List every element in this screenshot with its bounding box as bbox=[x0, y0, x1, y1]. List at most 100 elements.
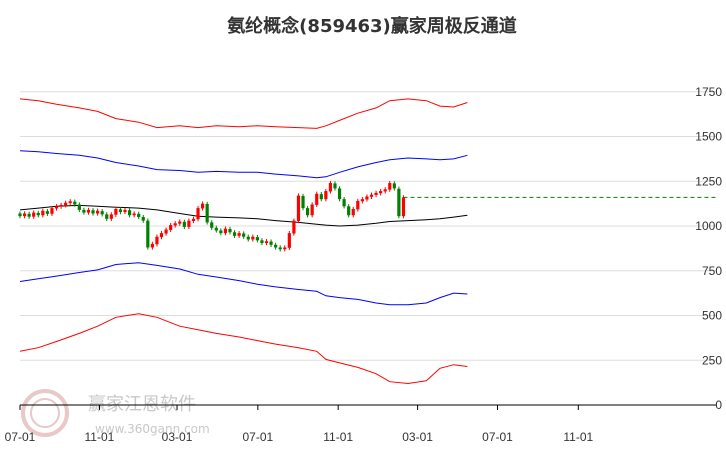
candle-body bbox=[141, 217, 145, 221]
candle-body bbox=[301, 195, 305, 209]
candle-body bbox=[237, 233, 241, 236]
x-tick-label: 03-01 bbox=[162, 430, 193, 444]
series-line-lower_inner bbox=[19, 262, 468, 306]
candle-body bbox=[68, 201, 72, 204]
candle-body bbox=[342, 199, 346, 207]
candle-body bbox=[32, 212, 36, 217]
candle-body bbox=[118, 209, 123, 213]
candle-body bbox=[219, 230, 223, 234]
candle-body bbox=[18, 213, 22, 217]
x-tick-label: 07-01 bbox=[242, 430, 273, 444]
candle-body bbox=[292, 220, 296, 234]
candle-body bbox=[159, 233, 164, 238]
candle-body bbox=[196, 208, 200, 220]
candle-body bbox=[319, 194, 323, 200]
x-tick-label: 11-01 bbox=[85, 430, 115, 444]
candle-body bbox=[100, 211, 104, 215]
candle-body bbox=[127, 210, 132, 216]
candle-body bbox=[328, 183, 333, 192]
candle-body bbox=[356, 200, 360, 210]
candle-body bbox=[137, 213, 141, 218]
candle-body bbox=[150, 243, 154, 248]
watermark-url: www.360gann.com bbox=[95, 422, 210, 436]
y-tick-label: 500 bbox=[702, 309, 722, 323]
candle-body bbox=[91, 210, 95, 214]
y-tick-label: 1250 bbox=[695, 174, 722, 188]
candle-body bbox=[77, 204, 81, 210]
candle-body bbox=[146, 220, 150, 248]
candle-body bbox=[22, 213, 27, 217]
candle-body bbox=[337, 188, 342, 200]
watermark-logo-inner bbox=[30, 398, 60, 428]
candle-body bbox=[379, 191, 383, 194]
series-line-upper_outer bbox=[19, 98, 468, 129]
candle-body bbox=[228, 229, 232, 233]
candle-body bbox=[201, 203, 205, 209]
candle-body bbox=[223, 228, 228, 234]
x-tick-label: 03-01 bbox=[402, 430, 433, 444]
y-tick-label: 1500 bbox=[695, 130, 722, 144]
candle-body bbox=[392, 183, 396, 189]
candle-body bbox=[383, 189, 387, 192]
series-line-middle bbox=[19, 204, 468, 227]
y-tick-label: 1000 bbox=[695, 219, 722, 233]
candle-body bbox=[214, 227, 218, 231]
candle-body bbox=[401, 197, 406, 217]
candle-body bbox=[178, 221, 182, 224]
candle-body bbox=[333, 183, 337, 189]
candle-body bbox=[296, 195, 301, 221]
candle-body bbox=[397, 188, 401, 217]
candle-body bbox=[96, 210, 100, 214]
candle-body bbox=[347, 206, 351, 216]
candle-body bbox=[86, 209, 91, 213]
candle-body bbox=[315, 193, 319, 205]
x-tick-label: 07-01 bbox=[5, 430, 36, 444]
candle-body bbox=[278, 247, 282, 250]
candle-body bbox=[210, 222, 214, 228]
candle-body bbox=[260, 240, 264, 244]
candlesticks bbox=[18, 180, 406, 252]
candle-body bbox=[64, 202, 68, 206]
x-tick-label: 11-01 bbox=[563, 430, 593, 444]
candle-body bbox=[123, 209, 127, 213]
candle-body bbox=[114, 208, 118, 215]
candle-body bbox=[50, 208, 54, 214]
y-tick-label: 1750 bbox=[695, 85, 722, 99]
candle-body bbox=[283, 247, 287, 250]
candle-body bbox=[109, 214, 113, 219]
candle-body bbox=[182, 221, 186, 227]
candle-body bbox=[41, 210, 45, 216]
candle-body bbox=[251, 236, 255, 240]
candle-body bbox=[187, 220, 191, 227]
x-tick-label: 07-01 bbox=[482, 430, 513, 444]
candle-body bbox=[232, 232, 237, 236]
candle-body bbox=[45, 211, 49, 214]
candle-body bbox=[27, 213, 31, 217]
candle-body bbox=[310, 204, 314, 216]
candle-body bbox=[369, 194, 374, 197]
candle-body bbox=[388, 183, 392, 190]
candle-body bbox=[274, 244, 278, 248]
candle-body bbox=[264, 241, 269, 244]
x-tick-label: 11-01 bbox=[323, 430, 353, 444]
candle-body bbox=[305, 208, 310, 216]
candle-body bbox=[173, 223, 177, 226]
candle-body bbox=[132, 213, 136, 216]
candle-body bbox=[242, 233, 246, 237]
candle-body bbox=[324, 191, 328, 200]
grid bbox=[20, 91, 716, 361]
candle-body bbox=[73, 201, 77, 205]
candle-body bbox=[169, 225, 173, 230]
candle-body bbox=[164, 229, 168, 234]
watermark: 赢家江恩软件 www.360gann.com bbox=[21, 389, 210, 437]
candle-body bbox=[246, 236, 250, 240]
y-axis: 1750 1500 1250 1000 750 500 250 0 bbox=[695, 85, 722, 412]
watermark-name: 赢家江恩软件 bbox=[88, 393, 196, 415]
candle-body bbox=[269, 241, 273, 245]
series-line-lower_outer bbox=[19, 313, 468, 385]
candle-body bbox=[36, 212, 40, 216]
candle-body bbox=[82, 209, 86, 213]
chart-title: 氨纶概念(859463)赢家周极反通道 bbox=[227, 15, 517, 37]
candle-body bbox=[59, 204, 63, 207]
